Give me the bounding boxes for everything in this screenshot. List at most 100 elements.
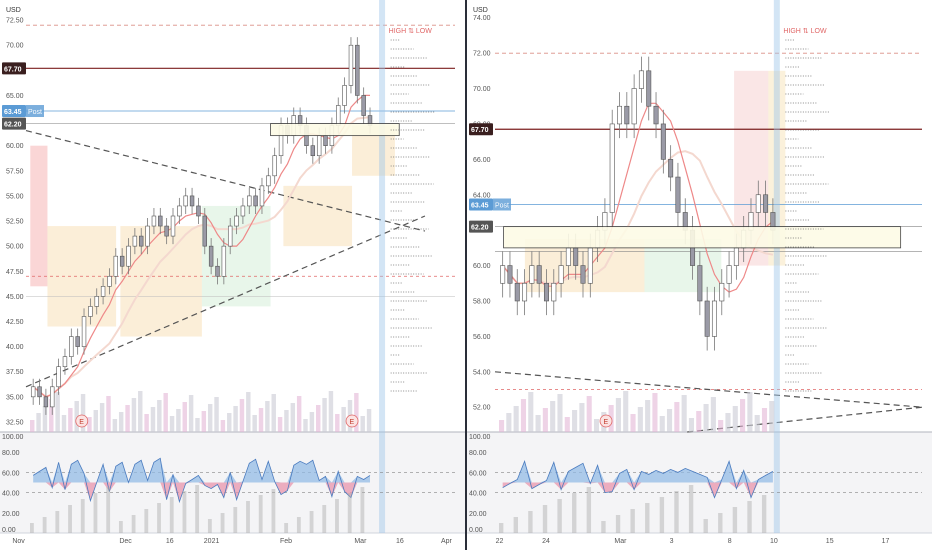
volume-bar <box>106 396 111 432</box>
candle-body <box>50 386 55 408</box>
volume-bar <box>732 406 738 432</box>
candle-body <box>631 88 637 125</box>
volume-bar <box>328 391 334 432</box>
candle-body <box>719 282 725 302</box>
candle-body <box>587 247 593 284</box>
candle-body <box>113 255 119 277</box>
oscillator-histogram-bar <box>271 489 276 533</box>
volume-bar <box>535 415 541 432</box>
oscillator-negative-area <box>33 482 371 502</box>
volume-bar <box>725 413 731 432</box>
candle-body <box>247 195 252 207</box>
price-tick-label: 45.00 <box>6 294 24 301</box>
oscillator-histogram-bar <box>284 523 289 533</box>
time-axis-label: Dec <box>119 538 132 545</box>
earnings-marker[interactable] <box>75 414 89 428</box>
price-label-text: 62.20 <box>471 225 489 232</box>
oscillator-histogram-bar <box>169 497 174 533</box>
price-label-box <box>2 62 26 75</box>
price-tick-label: 72.50 <box>6 18 24 25</box>
candle-body <box>348 44 354 86</box>
oscillator-tick-label: 40.00 <box>469 491 487 498</box>
volume-bar <box>316 405 321 432</box>
oscillator-histogram-bar <box>347 493 352 533</box>
price-label-text: 63.45 <box>471 202 489 209</box>
candle-body <box>624 105 630 125</box>
price-tick-label: 74.00 <box>473 15 491 22</box>
left-chart-pane[interactable]: 32.50 35.00 37.50 40.00 42.50 45.00 47.50 50.00… <box>0 0 465 550</box>
candle-body <box>507 265 513 284</box>
candle-body <box>617 105 623 125</box>
price-tick-label: 54.00 <box>473 369 491 376</box>
price-label-box <box>469 123 493 136</box>
right-chart-svg[interactable]: 52.0054.0056.0058.0060.0062.0064.0066.00… <box>467 0 932 550</box>
candle-body <box>763 194 769 213</box>
right-chart-pane[interactable]: 52.0054.0056.0058.0060.0062.0064.0066.00… <box>467 0 932 550</box>
candle-body <box>62 356 68 367</box>
candle-body <box>266 175 271 187</box>
zone-block-4 <box>283 185 353 247</box>
candle-body <box>726 265 732 284</box>
earnings-marker-label: E <box>604 419 609 426</box>
oscillator-histogram-bar <box>674 491 679 533</box>
price-label-box <box>469 220 493 233</box>
volume-bar <box>195 418 200 432</box>
volume-bar <box>630 414 636 432</box>
current-bar-highlight <box>773 0 780 533</box>
price-label-text: 63.45 <box>4 109 22 116</box>
candle-body <box>573 247 579 266</box>
oscillator-histogram-bar <box>93 493 98 533</box>
volume-bar <box>499 420 505 432</box>
price-tick-label: 60.00 <box>6 143 24 150</box>
price-tick-label: 64.00 <box>473 192 491 199</box>
candle-body <box>580 265 586 284</box>
volume-bar <box>645 400 651 432</box>
oscillator-histogram-bar <box>195 485 200 533</box>
oscillator-histogram-bar <box>55 511 60 533</box>
candle-body <box>660 123 666 160</box>
candle-body <box>240 205 246 217</box>
candle-body <box>227 225 233 247</box>
oscillator-histogram-bar <box>572 493 577 533</box>
candle-body <box>529 265 535 284</box>
price-label-text: 67.70 <box>471 127 489 134</box>
currency-label: USD <box>6 7 21 14</box>
candle-body <box>88 306 93 317</box>
oscillator-line <box>502 460 774 499</box>
oscillator-histogram-bar <box>718 513 723 533</box>
earnings-marker[interactable] <box>345 414 359 428</box>
pane-divider[interactable] <box>465 0 467 550</box>
candle-body <box>646 70 652 107</box>
candle-body <box>37 386 42 398</box>
volume-bar <box>322 398 327 432</box>
volume-bar <box>42 406 48 432</box>
left-chart-svg[interactable]: 32.50 35.00 37.50 40.00 42.50 45.00 47.50 50.00… <box>0 0 465 550</box>
volume-bar <box>246 392 251 432</box>
time-axis-label: 16 <box>166 538 174 545</box>
earnings-marker[interactable] <box>599 414 613 428</box>
price-tick-label: 42.50 <box>6 319 24 326</box>
volume-bar <box>36 413 41 432</box>
oscillator-histogram-bar <box>68 505 72 533</box>
volume-bar <box>87 417 92 432</box>
volume-bar <box>265 401 270 432</box>
candle-body <box>69 336 74 357</box>
candle-body <box>234 215 239 227</box>
candle-body <box>668 159 674 178</box>
price-tick-label: 70.00 <box>473 86 491 93</box>
oscillator-histogram-bar <box>542 505 548 533</box>
oscillator-histogram-bar <box>761 495 767 533</box>
candle-body <box>215 265 220 277</box>
volume-bar <box>80 394 86 432</box>
volume-bar <box>513 406 519 432</box>
oscillator-histogram-bar <box>528 511 533 533</box>
volume-bar <box>335 414 340 432</box>
volume-bar <box>579 403 585 432</box>
price-tick-label: 37.50 <box>6 369 24 376</box>
oscillator-histogram-bar <box>645 503 650 533</box>
candle-body <box>151 215 157 227</box>
candle-body <box>43 396 49 408</box>
candle-body <box>310 145 316 157</box>
time-axis-label: Feb <box>280 538 292 545</box>
candle-body <box>183 195 188 207</box>
